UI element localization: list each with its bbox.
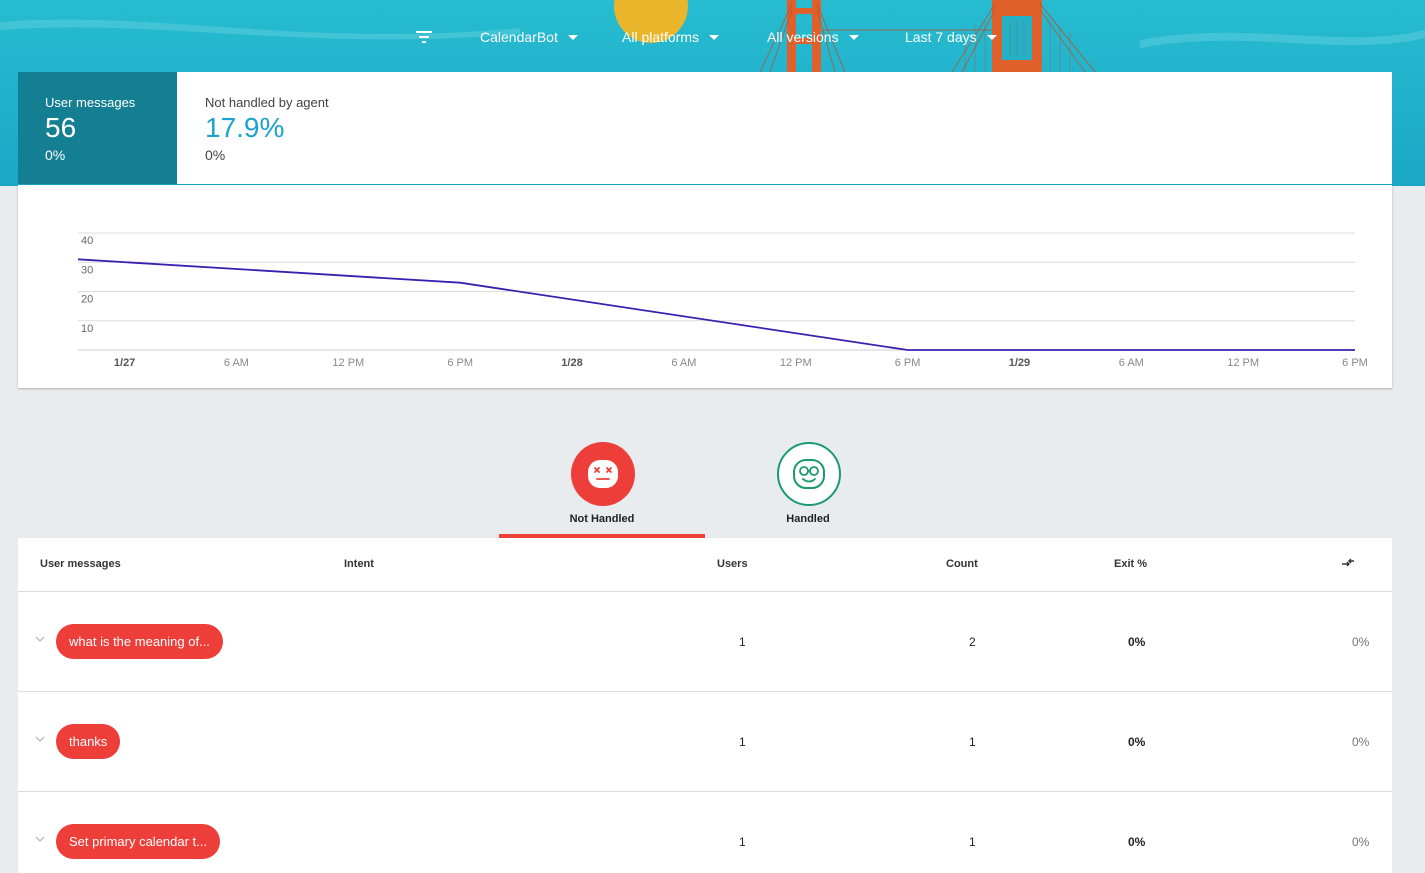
x-tick-label: 1/28 — [561, 357, 582, 369]
y-tick-label: 20 — [81, 294, 93, 306]
version-dropdown[interactable]: All versions — [767, 29, 859, 45]
filter-icon[interactable] — [414, 27, 434, 47]
count-cell: 1 — [969, 835, 976, 849]
header-illustration — [0, 0, 1425, 73]
x-tick-label: 12 PM — [780, 357, 812, 369]
table-header: User messages Intent Users Count Exit % — [18, 538, 1392, 592]
chevron-down-icon — [986, 34, 997, 40]
card-label: User messages — [45, 95, 136, 110]
dizzy-face-icon — [588, 460, 618, 488]
not-handled-card[interactable]: Not handled by agent 17.9% 0% — [205, 95, 329, 163]
users-cell: 1 — [739, 635, 746, 649]
y-tick-label: 10 — [81, 323, 93, 335]
summary-cards: User messages 56 0% Not handled by agent… — [18, 72, 1392, 184]
count-cell: 1 — [969, 735, 976, 749]
date-range-dropdown[interactable]: Last 7 days — [905, 29, 997, 45]
header-intent[interactable]: Intent — [344, 558, 374, 570]
table-row[interactable]: Set primary calendar t... 1 1 0% 0% — [18, 792, 1392, 873]
exit-cell: 0% — [1128, 635, 1146, 649]
x-tick-label: 6 PM — [1342, 357, 1368, 369]
message-pill[interactable]: what is the meaning of... — [56, 624, 223, 659]
agent-dropdown[interactable]: CalendarBot — [480, 29, 578, 45]
card-label: Not handled by agent — [205, 95, 329, 110]
x-tick-label: 6 PM — [447, 357, 473, 369]
tab-not-handled[interactable]: Not Handled — [499, 442, 705, 538]
agent-dropdown-label: CalendarBot — [480, 29, 558, 45]
chevron-down-icon — [567, 34, 578, 40]
tab-label: Handled — [786, 513, 830, 525]
exit-cell: 0% — [1128, 735, 1146, 749]
not-handled-circle — [571, 442, 635, 506]
header-count[interactable]: Count — [946, 558, 978, 570]
extra-cell: 0% — [1352, 835, 1370, 849]
x-tick-label: 12 PM — [1227, 357, 1259, 369]
x-tick-label: 12 PM — [332, 357, 364, 369]
toolbar: CalendarBot All platforms All versions L… — [0, 0, 1425, 72]
message-pill[interactable]: thanks — [56, 724, 121, 759]
series-line — [77, 258, 1355, 351]
tab-handled[interactable]: Handled — [705, 442, 911, 538]
users-cell: 1 — [739, 735, 746, 749]
messages-table: User messages Intent Users Count Exit % … — [18, 538, 1392, 873]
tab-label: Not Handled — [569, 513, 635, 525]
chevron-down-icon — [848, 34, 859, 40]
version-dropdown-label: All versions — [767, 29, 839, 45]
chevron-down-icon[interactable] — [35, 634, 45, 644]
chevron-down-icon[interactable] — [35, 834, 45, 844]
users-cell: 1 — [739, 835, 746, 849]
x-tick-label: 6 PM — [895, 357, 921, 369]
x-tick-label: 6 AM — [224, 357, 249, 369]
platform-dropdown[interactable]: All platforms — [622, 29, 720, 45]
card-value: 56 — [45, 112, 77, 143]
card-delta: 0% — [205, 147, 226, 163]
line-chart: 40 30 20 10 1/27 6 AM 12 PM 6 PM 1/28 6 AM 12 PM 6 … — [77, 232, 1368, 369]
x-tick-label: 6 AM — [671, 357, 696, 369]
y-tick-label: 30 — [81, 264, 93, 276]
table-row[interactable]: what is the meaning of... 1 2 0% 0% — [18, 592, 1392, 692]
chevron-down-icon[interactable] — [35, 734, 45, 744]
compare-arrows-icon[interactable] — [1340, 557, 1356, 569]
x-tick-label: 6 AM — [1119, 357, 1144, 369]
happy-glasses-face-icon — [793, 459, 825, 489]
count-cell: 2 — [969, 635, 976, 649]
extra-cell: 0% — [1352, 635, 1370, 649]
date-range-label: Last 7 days — [905, 29, 977, 45]
handled-circle — [777, 442, 841, 506]
chevron-down-icon — [709, 34, 720, 40]
header-exit[interactable]: Exit % — [1114, 558, 1148, 570]
user-messages-card[interactable]: User messages 56 0% — [18, 72, 177, 184]
header-user-messages[interactable]: User messages — [40, 558, 121, 570]
x-tick-label: 1/27 — [114, 357, 135, 369]
active-tab-indicator — [499, 534, 705, 538]
platform-dropdown-label: All platforms — [622, 29, 700, 45]
header-users[interactable]: Users — [717, 558, 748, 570]
card-delta: 0% — [45, 147, 66, 163]
card-value: 17.9% — [205, 112, 285, 143]
x-tick-label: 1/29 — [1009, 357, 1030, 369]
table-row[interactable]: thanks 1 1 0% 0% — [18, 692, 1392, 792]
exit-cell: 0% — [1128, 835, 1146, 849]
extra-cell: 0% — [1352, 735, 1370, 749]
y-tick-label: 40 — [81, 235, 93, 247]
message-pill[interactable]: Set primary calendar t... — [56, 824, 220, 859]
messages-chart: 40 30 20 10 1/27 6 AM 12 PM 6 PM 1/28 6 AM 12 PM 6 … — [18, 185, 1392, 388]
